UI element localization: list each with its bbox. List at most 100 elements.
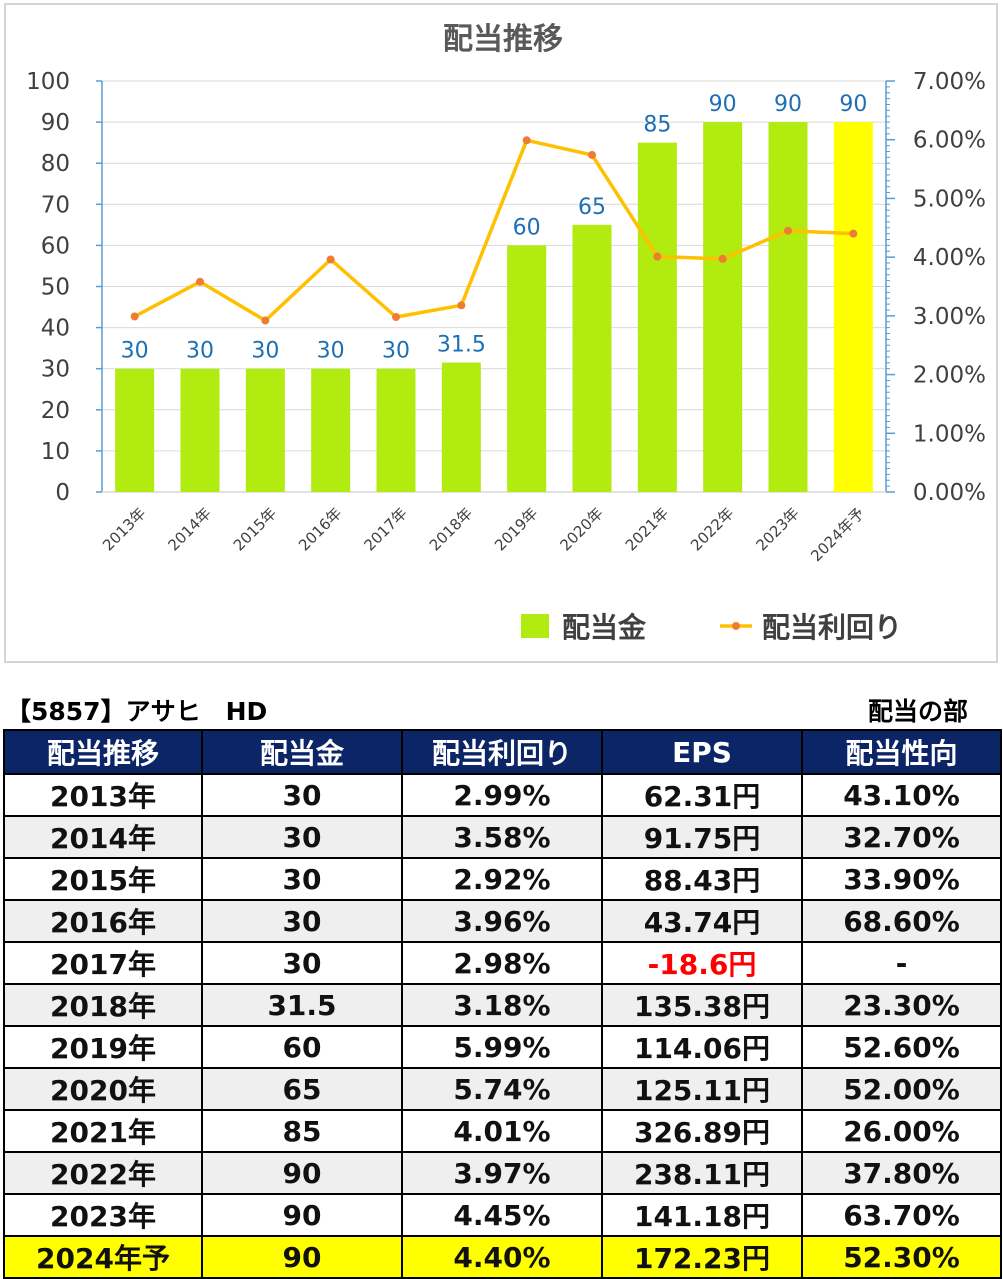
cell-year: 2020年 [3,1067,203,1111]
cell-year: 2022年 [3,1151,203,1195]
cell-yield: 5.99% [401,1025,603,1069]
cell-yield: 4.45% [401,1193,603,1237]
cell-dividend: 31.5 [201,983,403,1027]
left-tick-label: 60 [41,233,70,259]
cell-payout: 52.30% [801,1235,1002,1279]
cell-eps: 135.38円 [601,983,803,1027]
header-yield: 配当利回り [401,729,603,775]
cell-eps: 43.74円 [601,899,803,943]
cell-year: 2017年 [3,941,203,985]
left-tick-label: 80 [41,151,70,177]
cell-eps: 62.31円 [601,773,803,817]
table-row: 2024年予 90 4.40% 172.23円 52.30% [3,1235,1002,1279]
bar-value-label: 65 [578,195,606,220]
x-tick-label: 2021年 [622,504,672,554]
bar-value-label: 30 [186,339,214,364]
table-row: 2020年 65 5.74% 125.11円 52.00% [3,1067,1002,1111]
cell-dividend: 90 [201,1193,403,1237]
cell-year: 2019年 [3,1025,203,1069]
cell-payout: 37.80% [801,1151,1002,1195]
bar-2024年予 [833,122,873,492]
cell-payout: 23.30% [801,983,1002,1027]
left-tick-label: 90 [41,110,70,136]
bar-2020年 [572,224,612,492]
cell-eps: -18.6円 [601,941,803,985]
bar-2023年 [768,122,808,492]
table-caption: 【5857】アサヒ HD 配当の部 [6,692,998,728]
yield-line [133,138,854,323]
bar-2019年 [507,245,547,492]
cell-payout: 68.60% [801,899,1002,943]
bar-2016年 [311,368,351,492]
table-row: 2017年 30 2.98% -18.6円 - [3,941,1002,985]
cell-payout: 43.10% [801,773,1002,817]
bar-value-label: 60 [513,215,541,240]
cell-dividend: 65 [201,1067,403,1111]
cell-year: 2018年 [3,983,203,1027]
yield-point-2019年 [522,136,531,145]
chart-panel: 配当推移 0 10 20 30 40 50 60 70 80 90 100 0.00% 1.00% 2.00… [4,3,998,663]
left-tick-label: 0 [55,480,70,506]
yield-point-2021年 [653,252,662,261]
cell-eps: 326.89円 [601,1109,803,1153]
right-tick-label: 2.00% [913,363,986,389]
table-row: 2022年 90 3.97% 238.11円 37.80% [3,1151,1002,1195]
table-header-row: 配当推移 配当金 配当利回り EPS 配当性向 [3,729,1002,775]
yield-point-2024年予 [849,229,858,238]
cell-eps: 125.11円 [601,1067,803,1111]
cell-payout: 26.00% [801,1109,1002,1153]
right-tick-label: 5.00% [913,186,986,212]
left-tick-label: 30 [41,357,70,383]
table-row: 2021年 85 4.01% 326.89円 26.00% [3,1109,1002,1153]
x-tick-label: 2024年予 [807,504,868,565]
cell-payout: 52.60% [801,1025,1002,1069]
bar-2013年 [115,368,155,492]
chart-title: 配当推移 [443,22,563,57]
bar-2022年 [703,122,743,492]
left-tick-label: 20 [41,398,70,424]
cell-year: 2023年 [3,1193,203,1237]
cell-payout: 32.70% [801,815,1002,859]
cell-yield: 2.98% [401,941,603,985]
cell-eps: 172.23円 [601,1235,803,1279]
dividend-chart: 配当推移 0 10 20 30 40 50 60 70 80 90 100 0.00% 1.00% 2.00… [26,22,986,644]
cell-eps: 88.43円 [601,857,803,901]
bar-value-label: 90 [709,92,737,117]
bar-value-label: 30 [382,339,410,364]
cell-eps: 114.06円 [601,1025,803,1069]
header-payout: 配当性向 [801,729,1002,775]
cell-dividend: 30 [201,941,403,985]
bar-2018年 [441,362,481,492]
right-tick-label: 0.00% [913,480,986,506]
bar-value-label: 30 [317,339,345,364]
legend-bar-swatch [521,614,549,638]
bar-value-label: 85 [643,113,671,138]
cell-payout: 63.70% [801,1193,1002,1237]
right-tick-label: 4.00% [913,245,986,271]
x-tick-label: 2013年 [99,504,149,554]
cell-yield: 2.92% [401,857,603,901]
cell-dividend: 85 [201,1109,403,1153]
cell-yield: 4.01% [401,1109,603,1153]
bar-2021年 [637,142,677,492]
cell-eps: 141.18円 [601,1193,803,1237]
cell-payout: 52.00% [801,1067,1002,1111]
x-tick-label: 2014年 [164,504,214,554]
bar-value-label: 90 [774,92,802,117]
cell-eps: 91.75円 [601,815,803,859]
header-eps: EPS [601,729,803,775]
cell-yield: 3.58% [401,815,603,859]
x-tick-label: 2015年 [230,504,280,554]
cell-year: 2015年 [3,857,203,901]
right-tick-label: 3.00% [913,304,986,330]
bar-value-label: 30 [251,339,279,364]
right-tick-label: 1.00% [913,421,986,447]
legend-line-marker [732,622,740,630]
cell-yield: 3.96% [401,899,603,943]
company-label: 【5857】アサヒ HD [6,697,268,726]
cell-year: 2014年 [3,815,203,859]
yield-point-2014年 [196,277,204,286]
yield-point-2020年 [588,150,596,159]
cell-year: 2016年 [3,899,203,943]
yield-point-2023年 [784,226,792,235]
